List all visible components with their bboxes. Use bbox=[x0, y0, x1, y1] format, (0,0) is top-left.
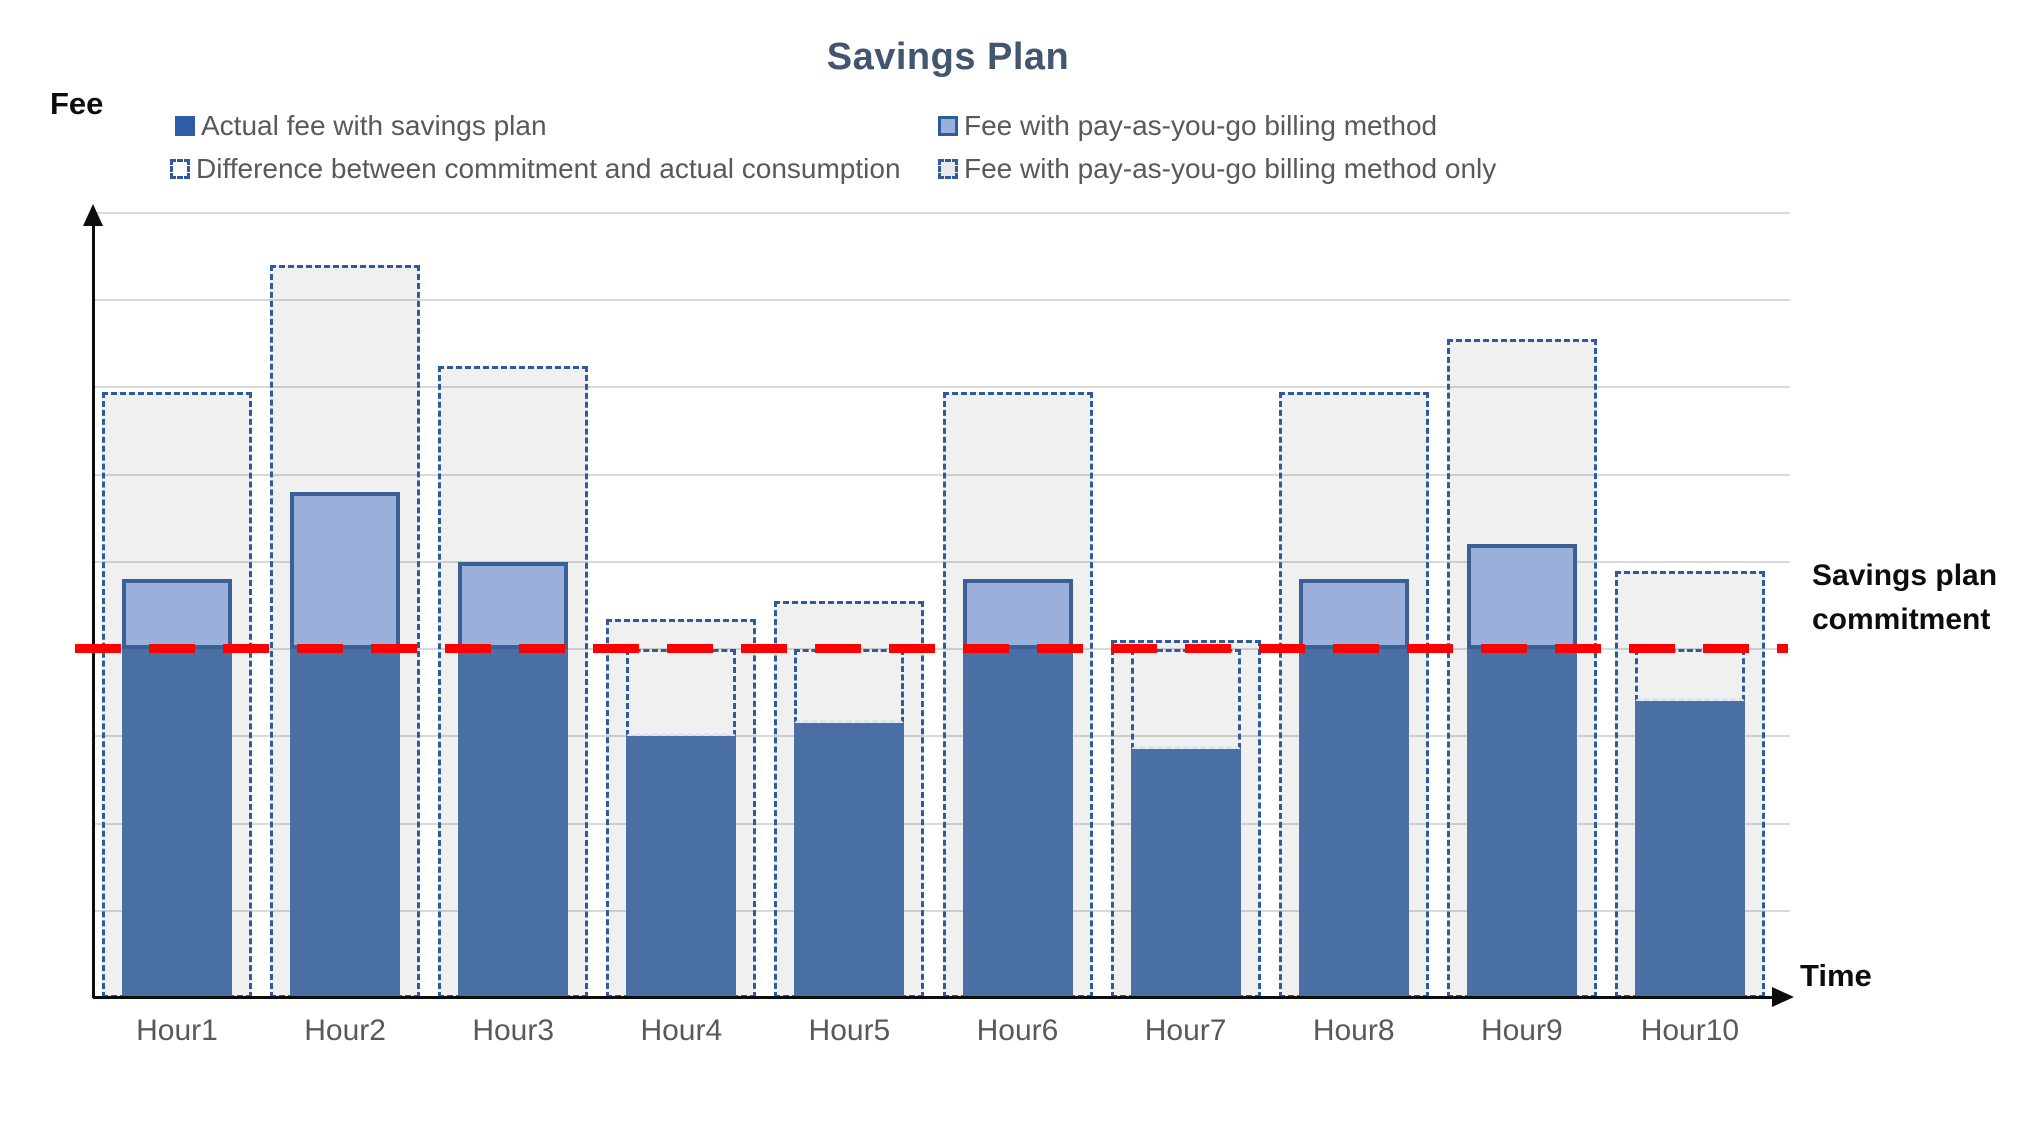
x-axis bbox=[93, 996, 1774, 999]
bar-commitment-gap bbox=[794, 649, 905, 723]
gridline bbox=[93, 473, 1790, 476]
commitment-label: Savings plan commitment bbox=[1812, 559, 1998, 636]
gridline bbox=[93, 299, 1790, 302]
x-tick-label: Hour3 bbox=[472, 1014, 555, 1047]
bar-actual-fee bbox=[962, 649, 1073, 998]
bar-actual-fee bbox=[626, 736, 737, 998]
bar-actual-fee bbox=[1634, 701, 1745, 998]
gridline bbox=[93, 212, 1790, 214]
chart-title: Savings Plan bbox=[826, 36, 1070, 78]
bar-payg-fee bbox=[458, 562, 569, 649]
bar-actual-fee bbox=[1298, 649, 1409, 998]
bar-payg-fee bbox=[1466, 544, 1577, 649]
plot-area bbox=[93, 212, 1790, 998]
legend-label: Fee with pay-as-you-go billing method bbox=[964, 110, 1438, 141]
x-tick-label: Hour4 bbox=[640, 1014, 723, 1047]
gridline bbox=[93, 909, 1790, 912]
x-tick-label: Hour7 bbox=[1144, 1014, 1227, 1047]
bar-actual-fee bbox=[290, 649, 401, 998]
x-axis-arrow-icon bbox=[1772, 987, 1794, 1007]
light-blue-square-icon bbox=[938, 116, 958, 136]
legend-label: Fee with pay-as-you-go billing method on… bbox=[964, 153, 1497, 184]
bar-commitment-gap bbox=[626, 649, 737, 736]
x-tick-label: Hour1 bbox=[136, 1014, 218, 1047]
bar-actual-fee bbox=[122, 649, 233, 998]
solid-blue-square-icon bbox=[175, 116, 195, 136]
bar-actual-fee bbox=[794, 723, 905, 998]
bar-payg-fee bbox=[122, 579, 233, 649]
savings-plan-commitment-line bbox=[75, 644, 1788, 653]
bar-payg-fee bbox=[962, 579, 1073, 649]
bar-actual-fee bbox=[1130, 749, 1241, 998]
y-axis-arrow-icon bbox=[83, 204, 103, 226]
x-tick-label: Hour2 bbox=[304, 1014, 386, 1047]
legend-label: Difference between commitment and actual… bbox=[196, 153, 901, 184]
bar-commitment-gap bbox=[1634, 649, 1745, 701]
x-tick-label: Hour8 bbox=[1312, 1014, 1395, 1047]
dashed-gray-square-icon bbox=[938, 159, 958, 179]
bar-payg-fee bbox=[290, 492, 401, 649]
bar-actual-fee bbox=[1466, 649, 1577, 998]
bar-payg-fee bbox=[1298, 579, 1409, 649]
x-axis-label: Time bbox=[1800, 958, 1872, 993]
bar-commitment-gap bbox=[1130, 649, 1241, 749]
bar-actual-fee bbox=[458, 649, 569, 998]
legend-item-payg-only: Fee with pay-as-you-go billing method on… bbox=[938, 153, 1496, 185]
legend-item-difference: Difference between commitment and actual… bbox=[170, 153, 901, 185]
x-tick-label: Hour10 bbox=[1640, 1014, 1740, 1047]
legend-label: Actual fee with savings plan bbox=[201, 110, 547, 141]
x-tick-label: Hour5 bbox=[808, 1014, 891, 1047]
y-axis bbox=[92, 224, 95, 998]
gridline bbox=[93, 386, 1790, 389]
legend-item-actual-fee: Actual fee with savings plan bbox=[175, 110, 547, 142]
x-tick-label: Hour6 bbox=[976, 1014, 1059, 1047]
x-tick-label: Hour9 bbox=[1480, 1014, 1563, 1047]
legend-item-payg-fee: Fee with pay-as-you-go billing method bbox=[938, 110, 1437, 142]
dashed-white-square-icon bbox=[170, 159, 190, 179]
gridline bbox=[93, 822, 1790, 825]
gridline bbox=[93, 735, 1790, 738]
y-axis-label: Fee bbox=[50, 86, 104, 121]
gridline bbox=[93, 560, 1790, 563]
